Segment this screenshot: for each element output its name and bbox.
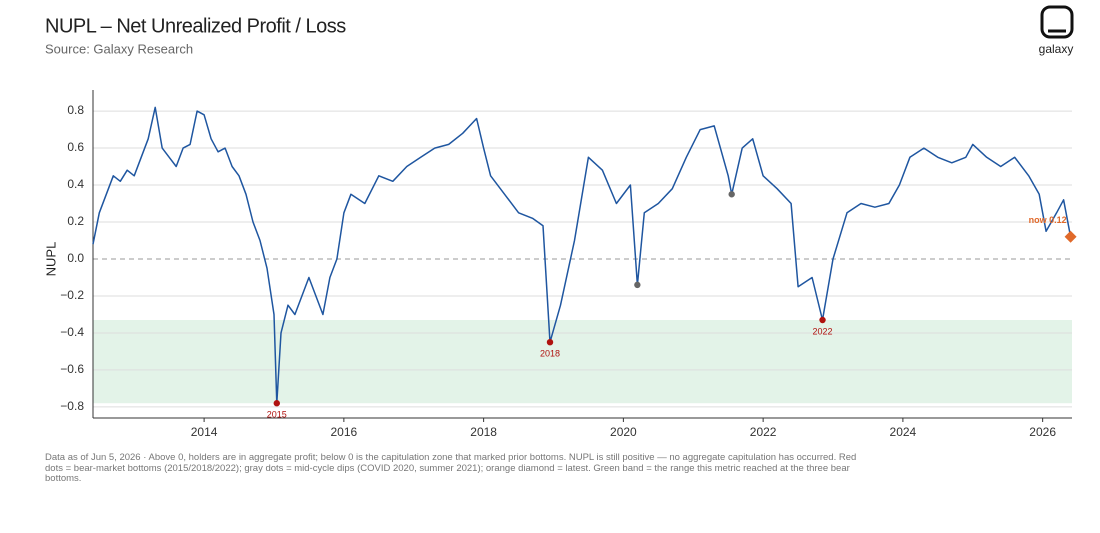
y-tick-label: 0.2 — [67, 214, 84, 228]
dip-marker — [634, 281, 641, 289]
dip-marker — [273, 400, 280, 407]
footnote: Data as of Jun 5, 2026 · Above 0, holder… — [45, 452, 857, 484]
nupl-line — [92, 106, 1072, 404]
chart-subtitle: Source: Galaxy Research — [45, 41, 193, 56]
x-tick-label: 2018 — [470, 425, 497, 439]
y-tick-label: −0.2 — [60, 288, 84, 302]
x-tick-label: 2016 — [331, 425, 358, 439]
latest-marker — [1064, 230, 1077, 243]
y-tick-label: 0.0 — [67, 251, 84, 265]
x-tick-label: 2020 — [610, 425, 637, 439]
dip-marker — [546, 338, 554, 346]
x-tick-label: 2022 — [750, 425, 777, 439]
y-tick-label: 0.6 — [67, 140, 84, 154]
dip-marker — [728, 191, 735, 198]
y-tick-label: 0.4 — [67, 177, 84, 191]
dip-label: 2018 — [540, 349, 560, 359]
logo-text: galaxy — [1039, 42, 1074, 56]
logo-icon — [1040, 5, 1074, 39]
latest-label: now 0.12 — [1029, 215, 1067, 225]
dip-label: 2015 — [267, 410, 287, 420]
y-axis-label: NUPL — [43, 242, 58, 277]
x-tick-label: 2024 — [890, 425, 917, 439]
dip-marker — [819, 316, 826, 324]
y-tick-label: −0.4 — [60, 325, 84, 339]
y-tick-label: 0.8 — [67, 103, 84, 117]
bottom-range-band — [93, 320, 1072, 404]
dip-label: 2022 — [813, 326, 833, 336]
y-tick-label: −0.6 — [60, 362, 84, 376]
chart-title: NUPL – Net Unrealized Profit / Loss — [45, 15, 346, 37]
y-tick-label: −0.8 — [60, 399, 84, 413]
x-tick-label: 2026 — [1029, 425, 1056, 439]
x-tick-label: 2014 — [191, 425, 218, 439]
